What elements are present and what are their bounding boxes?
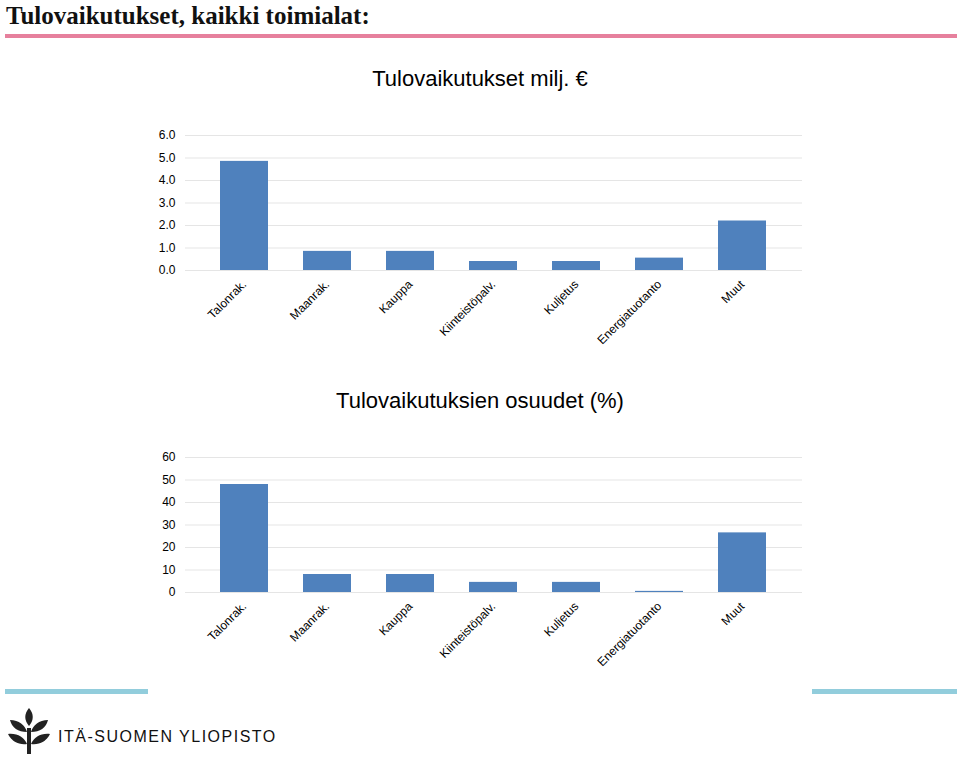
svg-text:Talonrak.: Talonrak. bbox=[205, 277, 249, 321]
svg-text:2.0: 2.0 bbox=[159, 218, 176, 232]
svg-text:Muut: Muut bbox=[719, 599, 748, 628]
svg-text:Kauppa: Kauppa bbox=[376, 599, 415, 638]
svg-text:4.0: 4.0 bbox=[159, 173, 176, 187]
svg-text:6.0: 6.0 bbox=[159, 128, 176, 142]
html-text:Tulovaikutukset, kaikki toimia: Tulovaikutukset, kaikki toimialat: bbox=[6, 2, 370, 29]
svg-text:50: 50 bbox=[162, 473, 176, 487]
svg-text:0.0: 0.0 bbox=[159, 263, 176, 277]
svg-text:Talonrak.: Talonrak. bbox=[205, 599, 249, 643]
svg-text:60: 60 bbox=[162, 450, 176, 464]
svg-text:Kiinteistöpalv.: Kiinteistöpalv. bbox=[437, 599, 499, 661]
html-text:ITÄ-SUOMEN YLIOPISTO: ITÄ-SUOMEN YLIOPISTO bbox=[58, 728, 277, 745]
svg-text:10: 10 bbox=[162, 563, 176, 577]
svg-text:30: 30 bbox=[162, 518, 176, 532]
svg-text:Maanrak.: Maanrak. bbox=[287, 277, 332, 322]
svg-text:3.0: 3.0 bbox=[159, 196, 176, 210]
svg-text:Kuljetus: Kuljetus bbox=[541, 599, 581, 639]
svg-text:Maanrak.: Maanrak. bbox=[287, 599, 332, 644]
svg-text:Kuljetus: Kuljetus bbox=[541, 277, 581, 317]
svg-text:1.0: 1.0 bbox=[159, 241, 176, 255]
svg-text:Kauppa: Kauppa bbox=[376, 277, 415, 316]
svg-text:20: 20 bbox=[162, 540, 176, 554]
svg-text:Energiatuotanto: Energiatuotanto bbox=[595, 599, 665, 669]
svg-text:Kiinteistöpalv.: Kiinteistöpalv. bbox=[437, 277, 499, 339]
svg-text:5.0: 5.0 bbox=[159, 151, 176, 165]
svg-text:0: 0 bbox=[169, 585, 176, 599]
html-text:Tulovaikutuksien osuudet (%): Tulovaikutuksien osuudet (%) bbox=[336, 388, 624, 413]
svg-text:40: 40 bbox=[162, 495, 176, 509]
svg-text:Energiatuotanto: Energiatuotanto bbox=[595, 277, 665, 347]
svg-text:Muut: Muut bbox=[719, 277, 748, 306]
html-text:Tulovaikutukset milj. €: Tulovaikutukset milj. € bbox=[372, 66, 588, 91]
